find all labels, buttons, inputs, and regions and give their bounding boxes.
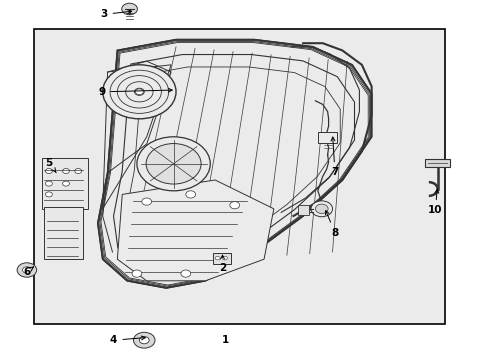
Text: 5: 5 [45, 158, 56, 173]
Circle shape [62, 181, 69, 186]
Circle shape [45, 168, 52, 174]
Bar [317, 132, 337, 143]
Bar [41, 158, 88, 209]
Circle shape [45, 192, 52, 197]
Circle shape [146, 144, 201, 184]
Circle shape [22, 267, 31, 273]
Circle shape [102, 65, 176, 119]
Circle shape [132, 270, 142, 277]
Circle shape [122, 3, 137, 15]
Text: 2: 2 [219, 255, 225, 273]
Bar [44, 207, 83, 259]
Bar [212, 253, 231, 264]
Polygon shape [117, 180, 273, 281]
Bar [298, 205, 308, 215]
Text: 9: 9 [98, 87, 172, 97]
Circle shape [75, 168, 81, 174]
Circle shape [185, 191, 195, 198]
Circle shape [310, 201, 332, 217]
Polygon shape [98, 40, 371, 288]
Text: 8: 8 [325, 211, 338, 238]
Text: 6: 6 [23, 267, 33, 277]
Circle shape [62, 168, 69, 174]
Circle shape [17, 263, 37, 277]
Text: 3: 3 [100, 9, 131, 19]
Circle shape [315, 204, 327, 213]
Bar [34, 29, 444, 324]
Circle shape [139, 337, 149, 344]
Circle shape [142, 198, 151, 205]
Text: 7: 7 [330, 137, 338, 177]
Circle shape [45, 181, 52, 186]
Bar [425, 159, 449, 167]
Text: 4: 4 [110, 335, 145, 345]
Circle shape [215, 256, 220, 260]
Circle shape [229, 202, 239, 209]
Text: 10: 10 [427, 189, 442, 215]
Text: 1: 1 [221, 335, 228, 345]
Circle shape [133, 332, 155, 348]
Circle shape [181, 270, 190, 277]
Circle shape [135, 89, 143, 95]
Polygon shape [98, 40, 371, 288]
Circle shape [137, 137, 210, 191]
Circle shape [222, 256, 227, 260]
